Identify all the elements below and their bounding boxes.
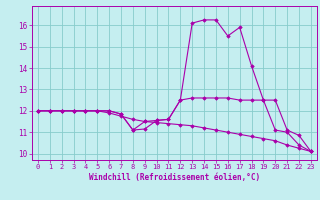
X-axis label: Windchill (Refroidissement éolien,°C): Windchill (Refroidissement éolien,°C) [89,173,260,182]
